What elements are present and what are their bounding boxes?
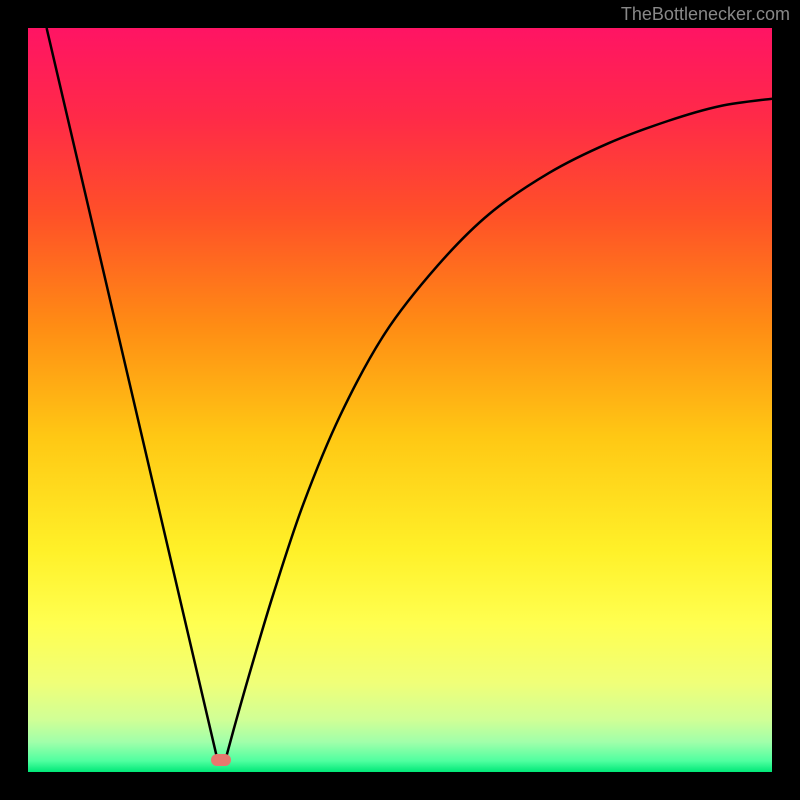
watermark-text: TheBottlenecker.com <box>621 4 790 25</box>
bottleneck-curve <box>47 28 772 761</box>
plot-area <box>28 28 772 772</box>
optimum-marker <box>211 754 231 766</box>
curve-layer <box>28 28 772 772</box>
